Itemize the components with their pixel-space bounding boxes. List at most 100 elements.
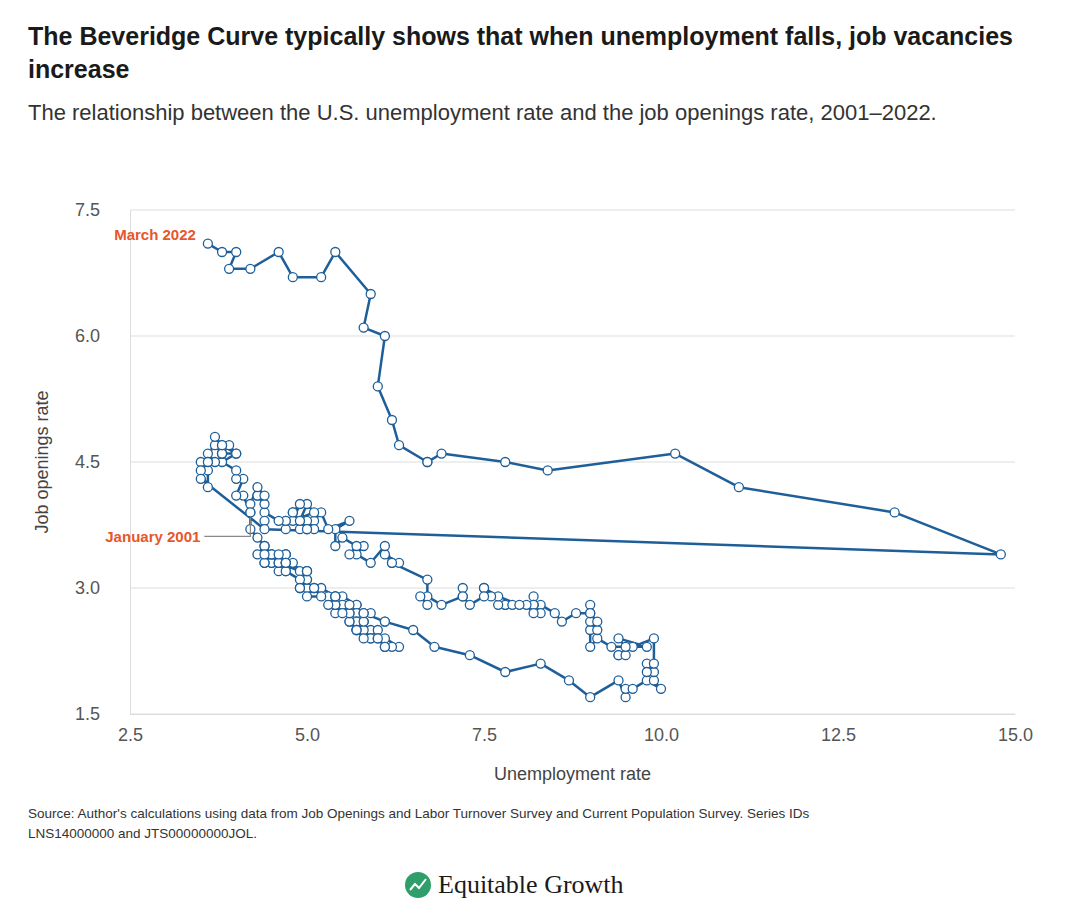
- point: [246, 500, 255, 509]
- point: [260, 491, 269, 500]
- point: [232, 466, 241, 475]
- point: [458, 592, 467, 601]
- y-tick: 4.5: [75, 452, 130, 472]
- point: [366, 558, 375, 567]
- point: [657, 684, 666, 693]
- point: [515, 600, 524, 609]
- point: [303, 525, 312, 534]
- point: [373, 634, 382, 643]
- point: [260, 558, 269, 567]
- point: [281, 558, 290, 567]
- point: [345, 617, 354, 626]
- y-tick: 1.5: [75, 704, 130, 724]
- point: [345, 516, 354, 525]
- point: [649, 634, 658, 643]
- point: [465, 651, 474, 660]
- point: [303, 567, 312, 576]
- y-tick: 7.5: [75, 200, 130, 220]
- x-axis-line: [131, 714, 1016, 715]
- point: [380, 542, 389, 551]
- point: [295, 584, 304, 593]
- point: [203, 458, 212, 467]
- point: [260, 542, 269, 551]
- point: [225, 264, 234, 273]
- point: [232, 449, 241, 458]
- point: [380, 642, 389, 651]
- x-tick-label: 15.0: [998, 725, 1033, 745]
- point: [260, 550, 269, 559]
- point: [494, 600, 503, 609]
- point: [232, 248, 241, 257]
- point: [373, 382, 382, 391]
- point: [437, 449, 446, 458]
- point: [288, 273, 297, 282]
- grid-line: [130, 714, 1015, 715]
- point: [642, 642, 651, 651]
- point: [317, 273, 326, 282]
- point: [310, 584, 319, 593]
- point: [621, 642, 630, 651]
- point: [324, 525, 333, 534]
- point: [260, 500, 269, 509]
- point: [218, 449, 227, 458]
- point: [295, 516, 304, 525]
- point: [996, 550, 1005, 559]
- y-axis: 1.53.04.56.07.5: [75, 200, 131, 724]
- point: [373, 626, 382, 635]
- point: [274, 550, 283, 559]
- point: [345, 617, 354, 626]
- point: [423, 575, 432, 584]
- point: [303, 567, 312, 576]
- point: [317, 592, 326, 601]
- point: [196, 466, 205, 475]
- point: [218, 441, 227, 450]
- point: [232, 491, 241, 500]
- point: [649, 676, 658, 685]
- point: [232, 449, 241, 458]
- point: [543, 466, 552, 475]
- point: [586, 600, 595, 609]
- point: [628, 684, 637, 693]
- point: [387, 558, 396, 567]
- point: [352, 626, 361, 635]
- point: [423, 600, 432, 609]
- point: [380, 642, 389, 651]
- point: [218, 441, 227, 450]
- point: [586, 642, 595, 651]
- point: [564, 676, 573, 685]
- x-tick: 12.5: [821, 714, 856, 745]
- point: [203, 458, 212, 467]
- point: [359, 609, 368, 618]
- point: [338, 533, 347, 542]
- point: [621, 693, 630, 702]
- point: [437, 600, 446, 609]
- point: [586, 609, 595, 618]
- point: [281, 567, 290, 576]
- y-axis-line: [130, 211, 131, 715]
- point: [218, 449, 227, 458]
- annotation: January 2001: [105, 528, 200, 545]
- point: [281, 558, 290, 567]
- point: [501, 668, 510, 677]
- point: [593, 634, 602, 643]
- brand-icon: [405, 872, 431, 898]
- point: [458, 592, 467, 601]
- point: [395, 441, 404, 450]
- point: [274, 516, 283, 525]
- grid-line: [130, 588, 1015, 589]
- point: [281, 558, 290, 567]
- x-axis: 2.55.07.510.012.515.0: [118, 714, 1033, 745]
- point: [458, 584, 467, 593]
- point: [359, 323, 368, 332]
- chart: 1.53.04.56.07.52.55.07.510.012.515.0Unem…: [0, 0, 1080, 921]
- point: [260, 508, 269, 517]
- point: [196, 474, 205, 483]
- point: [359, 617, 368, 626]
- x-tick-label: 2.5: [118, 725, 143, 745]
- point: [480, 584, 489, 593]
- annotation-leader: [204, 517, 250, 536]
- point: [465, 600, 474, 609]
- point: [416, 592, 425, 601]
- curve-line: [201, 244, 1001, 698]
- x-tick: 10.0: [644, 714, 679, 745]
